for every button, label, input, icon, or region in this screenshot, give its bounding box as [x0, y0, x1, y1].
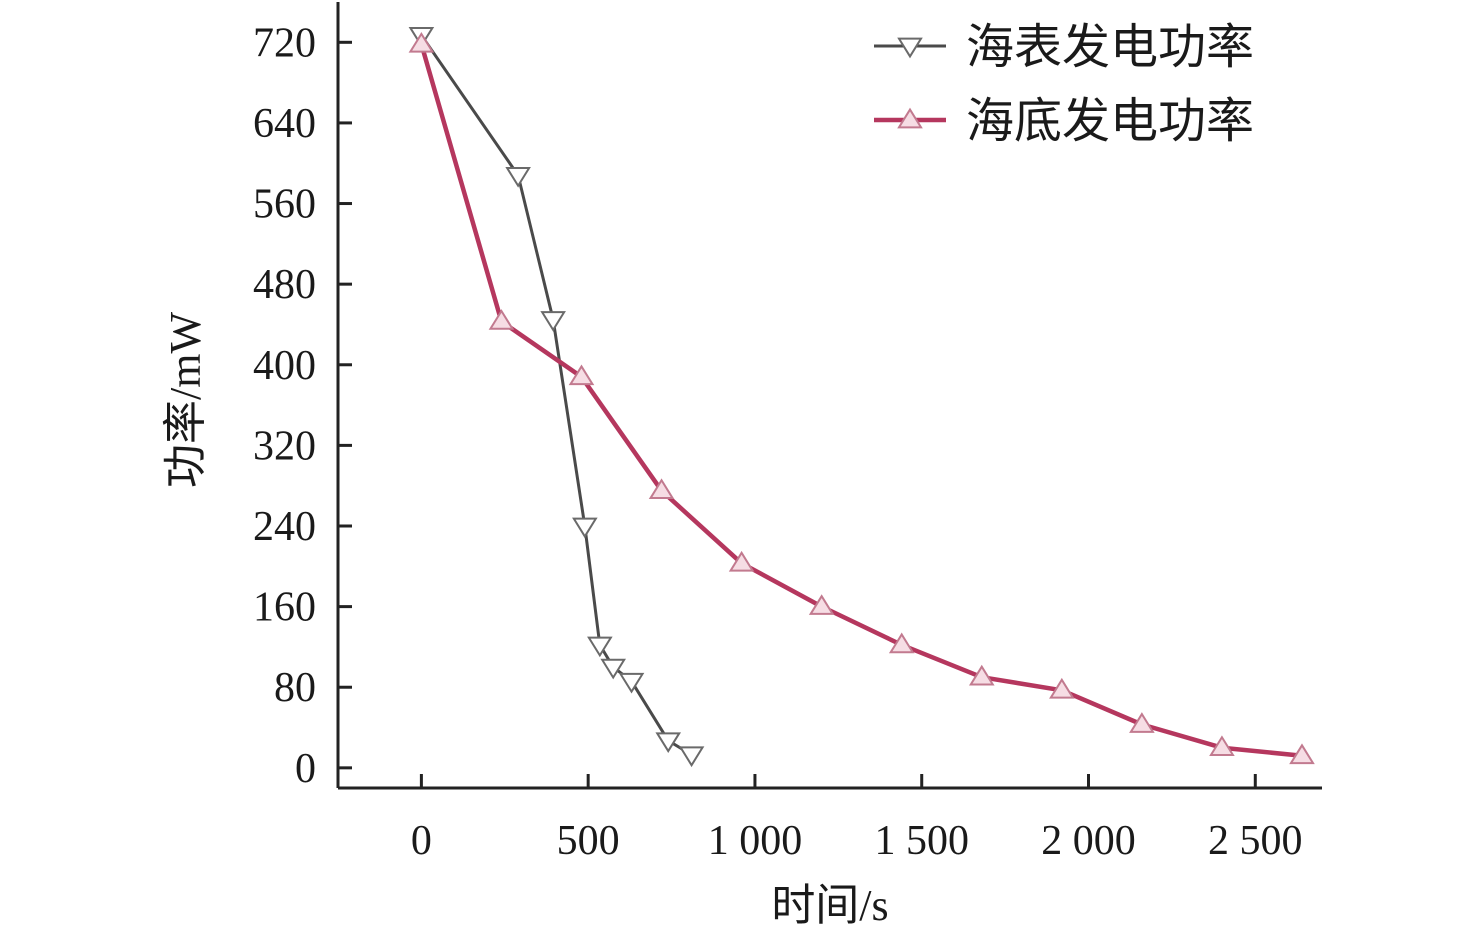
data-point-marker	[572, 517, 598, 539]
x-ticks: 0 500 1 000 1 500 2 000 2 500	[411, 774, 1303, 864]
y-ticks: 0 80 160 240 320 400 480 560 640 720	[253, 20, 352, 792]
data-point-marker	[968, 664, 995, 686]
y-tick-label: 720	[253, 20, 316, 66]
x-axis-label: 时间/s	[771, 881, 888, 930]
legend-label: 海表发电功率	[966, 21, 1254, 74]
legend-swatch-marker	[897, 107, 923, 129]
x-tick-label: 2 000	[1041, 818, 1136, 864]
series-line	[420, 34, 693, 756]
y-tick-label: 560	[253, 182, 316, 228]
y-tick-label: 400	[253, 343, 316, 389]
y-tick-label: 480	[253, 262, 316, 308]
x-tick-label: 2 500	[1208, 818, 1303, 864]
data-point-marker	[618, 672, 645, 694]
series-line	[419, 43, 1303, 759]
legend-item-1: 海表发电功率	[874, 21, 1254, 74]
y-axis-label: 功率/mW	[161, 312, 210, 488]
x-tick-label: 0	[411, 818, 432, 864]
legend-item-2: 海底发电功率	[874, 95, 1254, 148]
data-point-marker	[888, 632, 915, 654]
y-tick-label: 80	[274, 665, 316, 711]
x-tick-label: 1 500	[874, 818, 969, 864]
legend-label: 海底发电功率	[966, 95, 1254, 148]
series-1	[408, 26, 705, 768]
data-point-marker	[587, 636, 613, 658]
data-point-marker	[1289, 743, 1315, 765]
series-2	[408, 31, 1315, 765]
y-tick-label: 640	[253, 101, 316, 147]
data-point-marker	[600, 658, 626, 680]
data-point-marker	[808, 594, 835, 615]
data-point-marker	[505, 167, 531, 188]
data-point-marker	[568, 364, 595, 386]
axes	[336, 2, 1322, 790]
x-tick-label: 500	[557, 818, 620, 864]
data-point-marker	[1209, 735, 1235, 757]
data-point-marker	[648, 478, 675, 500]
data-point-marker	[1129, 712, 1155, 733]
x-tick-label: 1 000	[708, 818, 803, 864]
data-point-marker	[678, 746, 705, 768]
series-layer	[408, 26, 1315, 768]
y-tick-label: 240	[253, 504, 316, 550]
y-tick-label: 320	[253, 423, 316, 469]
y-tick-label: 0	[295, 746, 316, 792]
data-point-marker	[408, 31, 435, 53]
data-point-marker	[1049, 677, 1075, 699]
legend-swatch-marker	[897, 37, 923, 59]
data-point-marker	[655, 732, 682, 753]
y-tick-label: 160	[253, 585, 316, 631]
data-point-marker	[728, 550, 755, 572]
data-point-marker	[540, 311, 566, 332]
data-point-marker	[488, 309, 515, 330]
